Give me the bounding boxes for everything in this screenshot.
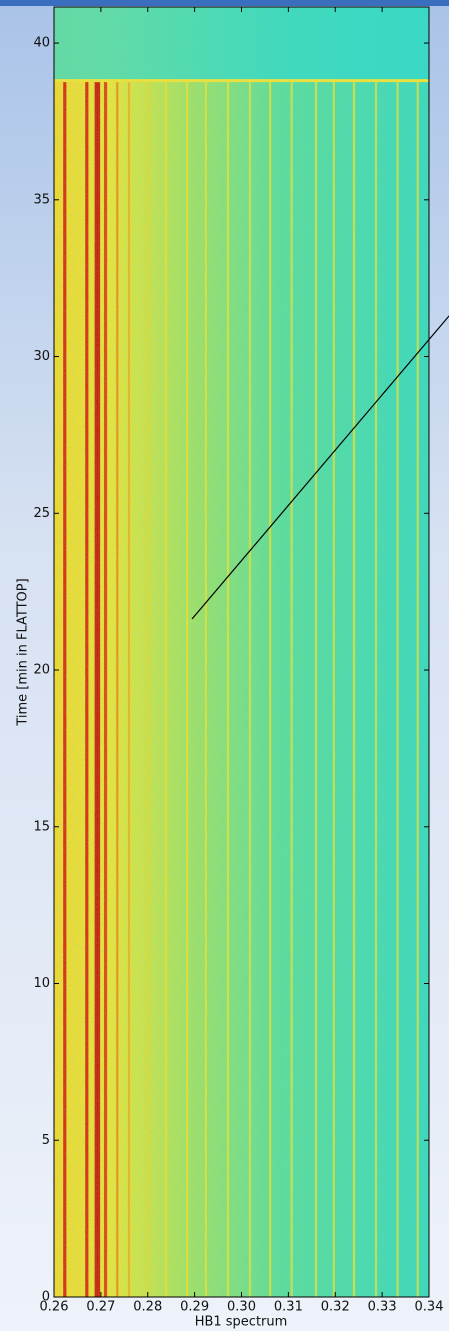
y-tick-label: 0	[42, 1290, 50, 1305]
y-tick-label: 20	[33, 663, 50, 678]
x-tick-label: 0.29	[180, 1300, 209, 1315]
y-tick-label: 10	[33, 976, 50, 991]
y-tick-label: 40	[33, 36, 50, 51]
x-tick-label: 0.27	[86, 1300, 115, 1315]
window-strip	[0, 0, 449, 6]
y-tick-label: 30	[33, 349, 50, 364]
x-tick-label: 0.34	[415, 1300, 444, 1315]
x-tick-label: 0.26	[40, 1300, 69, 1315]
post-signal-region	[54, 7, 429, 81]
y-tick-label: 15	[33, 819, 50, 834]
y-tick-label: 25	[33, 506, 50, 521]
x-axis-label: HB1 spectrum	[195, 1315, 288, 1330]
y-tick-label: 35	[33, 192, 50, 207]
annotation-line	[191, 315, 449, 620]
x-tick-label: 0.30	[227, 1300, 256, 1315]
plot-area	[54, 7, 429, 1297]
x-tick-label: 0.32	[321, 1300, 350, 1315]
y-axis-label: Time [min in FLATTOP]	[16, 578, 31, 726]
noise-overlay	[54, 7, 429, 1297]
y-tick-label: 5	[42, 1133, 50, 1148]
x-tick-label: 0.28	[133, 1300, 162, 1315]
x-tick-label: 0.33	[368, 1300, 397, 1315]
x-tick-label: 0.31	[274, 1300, 303, 1315]
